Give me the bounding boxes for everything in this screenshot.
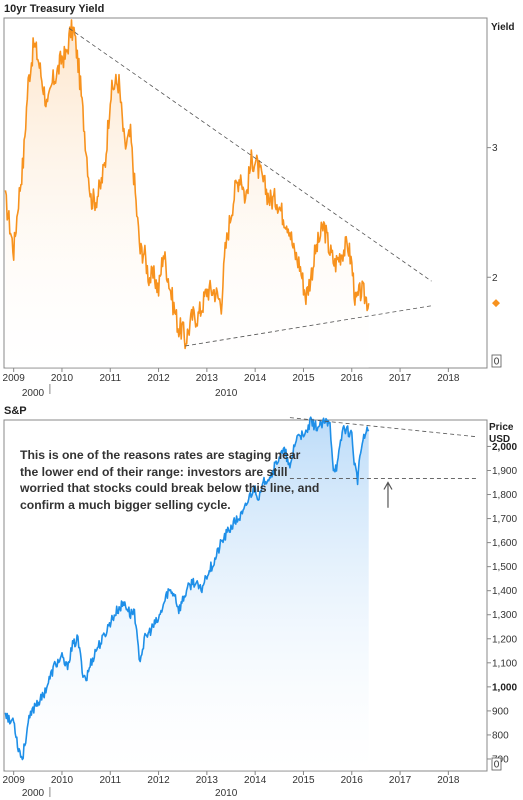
x-tick-label: 2018 [437,775,460,786]
y-tick-label: 1,400 [492,586,517,597]
y-tick-label: 2,000 [492,442,517,453]
y-tick-label: 3 [492,143,498,154]
x-tick-label: 2017 [389,373,412,384]
y-tick-label: 800 [492,730,509,741]
x-era-label: 2010 [215,788,238,799]
x-tick-label: 2018 [437,373,460,384]
y-tick-label: 1,800 [492,490,517,501]
y-tick-label: 900 [492,706,509,717]
x-tick-label: 2015 [292,775,315,786]
y-tick-label: 1,000 [492,682,517,693]
series-line [4,19,370,350]
y-tick-label: 1,700 [492,514,517,525]
resistance-trendline [68,28,432,282]
y-zero-box [491,354,502,368]
x-tick-label: 2013 [196,373,219,384]
series-line [4,416,370,761]
chart-title: S&P [4,405,27,417]
y-zero-box [491,757,502,771]
y-tick-label: 1,200 [492,634,517,645]
y-tick-label: 2 [492,273,498,284]
y-tick-label: 1,500 [492,562,517,573]
resistance-trendline [289,417,478,438]
x-tick-label: 2014 [244,775,267,786]
y-axis-title: USD [489,434,510,445]
y-tick-label: 1,100 [492,658,517,669]
x-tick-label: 2016 [341,775,364,786]
y-tick-label: 1,300 [492,610,517,621]
x-tick-label: 2015 [292,373,315,384]
annotation-text: This is one of the reasons rates are sta… [20,448,320,512]
y-axis-title: Yield [491,22,515,33]
x-era-label: 2000 [22,388,45,399]
x-tick-label: 2010 [51,775,74,786]
x-tick-label: 2009 [3,775,26,786]
x-tick-label: 2013 [196,775,219,786]
x-era-label: 2000 [22,788,45,799]
x-tick-label: 2011 [100,775,122,786]
x-tick-label: 2011 [100,373,122,384]
y-zero-label: 0 [494,357,500,368]
x-tick-label: 2009 [3,373,26,384]
x-era-label: 2010 [215,388,238,399]
series-area [5,19,369,369]
y-tick-label: 1,900 [492,466,517,477]
x-tick-label: 2012 [147,373,170,384]
y-tick-label: 1,600 [492,538,517,549]
x-tick-label: 2010 [51,373,74,384]
x-tick-label: 2012 [147,775,170,786]
y-axis-title: Price [489,422,514,433]
chart-title: 10yr Treasury Yield [4,3,104,15]
x-tick-label: 2017 [389,775,412,786]
current-value-marker [492,299,500,308]
x-tick-label: 2014 [244,373,267,384]
x-tick-label: 2016 [341,373,364,384]
y-zero-label: 0 [494,760,500,771]
arrow-head [383,481,393,490]
series-area [5,417,369,771]
